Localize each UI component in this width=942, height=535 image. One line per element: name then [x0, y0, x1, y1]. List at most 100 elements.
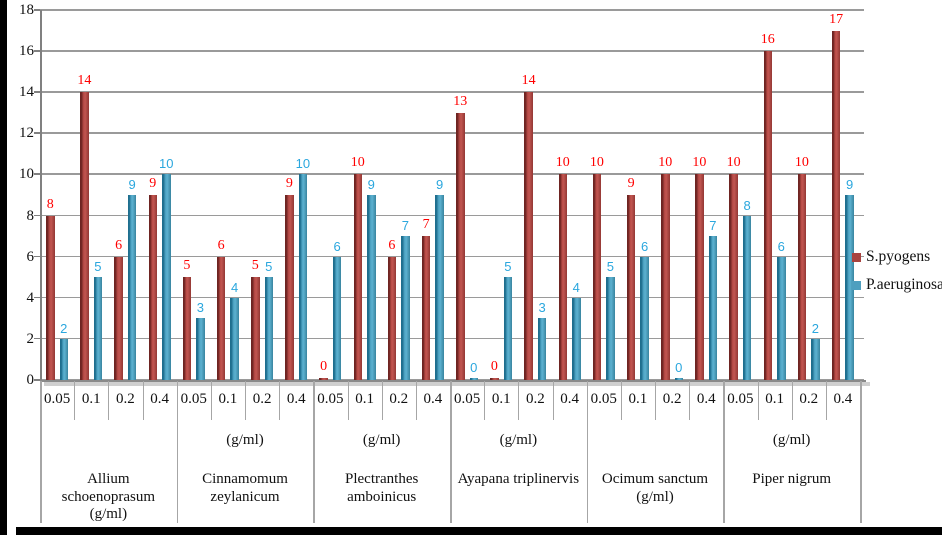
data-label-s-pyogens: 17 — [829, 11, 844, 27]
bar-p-aeruginosa — [742, 215, 752, 380]
bar-s-pyogens — [182, 277, 192, 380]
data-label-p-aeruginosa: 5 — [265, 259, 273, 275]
gridline — [40, 173, 864, 175]
gridline — [40, 91, 864, 93]
gridline — [40, 9, 864, 11]
concentration-separator-tick — [142, 381, 144, 420]
gridline — [40, 132, 864, 134]
legend-label-s-pyogens: S.pyogens — [866, 248, 931, 265]
data-label-p-aeruginosa: 7 — [401, 218, 410, 234]
bar-s-pyogens — [558, 174, 567, 380]
bar-s-pyogens — [46, 215, 55, 380]
bar-p-aeruginosa — [811, 338, 820, 380]
data-label-s-pyogens: 13 — [453, 93, 468, 109]
bar-p-aeruginosa — [332, 256, 342, 380]
data-label-s-pyogens: 10 — [726, 155, 741, 171]
bar-s-pyogens — [285, 195, 294, 380]
bar-s-pyogens — [831, 30, 841, 380]
group-separator-line — [723, 381, 725, 523]
bar-s-pyogens — [626, 195, 636, 380]
concentration-separator-tick — [620, 381, 622, 420]
concentration-separator-tick — [415, 381, 417, 420]
bar-p-aeruginosa — [537, 318, 547, 380]
bar-p-aeruginosa — [93, 277, 103, 380]
bar-s-pyogens — [763, 51, 772, 380]
bar-s-pyogens — [592, 174, 602, 380]
y-axis-label: 16 — [19, 43, 34, 60]
bar-p-aeruginosa — [367, 195, 376, 380]
concentration-label: 0.1 — [765, 391, 784, 407]
bar-p-aeruginosa — [435, 195, 444, 380]
y-axis-label: 10 — [19, 166, 34, 183]
group-name-label: Allium — [87, 471, 130, 487]
bar-p-aeruginosa — [298, 174, 308, 380]
concentration-label: 0.05 — [590, 391, 617, 407]
x-axis-baseline — [40, 379, 866, 382]
unit-label: (g/ml) — [226, 432, 264, 448]
bar-p-aeruginosa — [674, 378, 683, 380]
concentration-label: 0.2 — [252, 391, 272, 407]
bar-s-pyogens — [319, 378, 328, 380]
data-label-p-aeruginosa: 9 — [128, 177, 136, 192]
bar-s-pyogens — [148, 195, 157, 380]
bar-s-pyogens — [114, 256, 123, 380]
bar-p-aeruginosa — [230, 297, 239, 380]
concentration-separator-tick — [655, 381, 656, 420]
bar-p-aeruginosa — [572, 297, 581, 380]
y-axis-tick — [34, 9, 40, 11]
data-label-p-aeruginosa: 5 — [504, 259, 512, 275]
concentration-label: 0.2 — [662, 391, 682, 407]
y-axis-tick — [34, 50, 40, 52]
data-label-p-aeruginosa: 10 — [159, 156, 174, 172]
concentration-separator-tick — [381, 381, 383, 420]
concentration-label: 0.05 — [317, 391, 344, 407]
bar-s-pyogens — [421, 236, 431, 380]
y-axis-tick — [34, 337, 40, 340]
bar-p-aeruginosa — [606, 277, 615, 380]
s-pyogens-swatch-icon — [852, 252, 861, 262]
bar-s-pyogens — [797, 174, 807, 380]
legend: S.pyogens P.aeruginosa — [852, 243, 942, 299]
y-axis-label: 8 — [26, 207, 35, 224]
concentration-label: 0.2 — [116, 391, 135, 407]
left-edge-band — [0, 0, 7, 535]
unit-label: (g/ml) — [362, 432, 401, 448]
concentration-separator-tick — [74, 381, 76, 420]
concentration-separator-tick — [279, 381, 281, 420]
data-label-s-pyogens: 10 — [658, 155, 673, 171]
y-axis-label: 4 — [26, 289, 35, 306]
bar-p-aeruginosa — [503, 277, 513, 380]
concentration-label: 0.1 — [355, 391, 374, 407]
bar-p-aeruginosa — [469, 378, 478, 380]
concentration-separator-tick — [757, 381, 759, 420]
data-label-s-pyogens: 16 — [760, 32, 775, 48]
bar-p-aeruginosa — [708, 236, 718, 380]
bar-p-aeruginosa — [777, 256, 786, 380]
group-separator-line — [450, 381, 452, 523]
group-name-label: Ocimum sanctum — [601, 471, 709, 487]
data-label-p-aeruginosa: 9 — [435, 177, 444, 192]
y-axis-label: 12 — [19, 125, 34, 142]
concentration-label: 0.4 — [833, 391, 853, 407]
concentration-label: 0.05 — [43, 391, 71, 407]
concentration-separator-tick — [825, 381, 827, 420]
bar-p-aeruginosa — [640, 256, 649, 380]
gridline — [40, 337, 864, 340]
group-separator-line — [176, 381, 179, 523]
y-axis-line — [40, 10, 42, 380]
data-label-s-pyogens: 6 — [217, 237, 225, 253]
legend-item-p-aeruginosa: P.aeruginosa — [852, 271, 942, 299]
bar-s-pyogens — [251, 277, 260, 380]
bar-p-aeruginosa — [845, 195, 854, 380]
y-axis-label: 6 — [26, 248, 35, 265]
bar-p-aeruginosa — [264, 277, 273, 380]
gridline — [40, 296, 864, 299]
concentration-label: 0.4 — [286, 391, 306, 407]
data-label-s-pyogens: 10 — [555, 155, 570, 171]
unit-label: (g/ml) — [499, 432, 538, 448]
data-label-s-pyogens: 9 — [627, 176, 635, 191]
concentration-label: 0.4 — [150, 391, 169, 407]
legend-label-p-aeruginosa: P.aeruginosa — [866, 276, 942, 293]
bar-s-pyogens — [456, 112, 465, 380]
concentration-label: 0.1 — [491, 391, 511, 407]
